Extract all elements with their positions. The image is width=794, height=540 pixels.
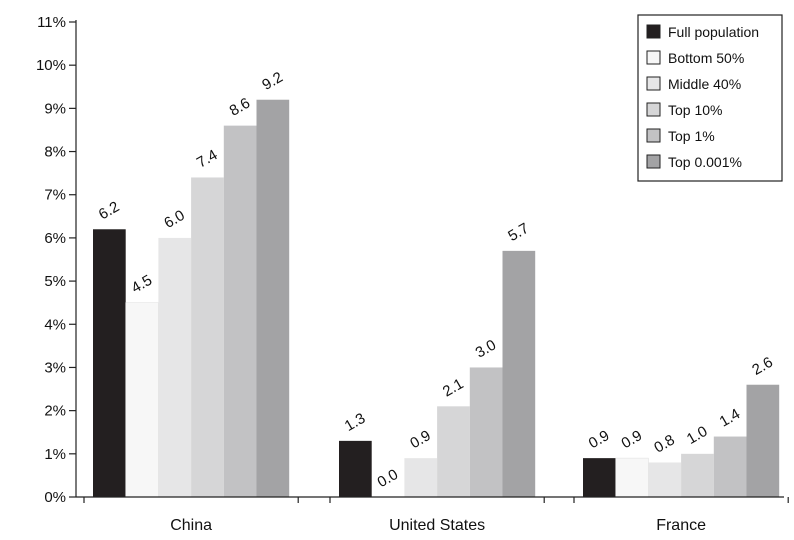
- bar: [339, 440, 372, 497]
- y-tick-label: 0%: [44, 489, 66, 506]
- legend-label: Top 1%: [668, 128, 715, 144]
- data-label: 1.0: [684, 423, 711, 448]
- x-category-label: France: [656, 517, 706, 534]
- data-label: 0.8: [651, 431, 678, 456]
- bar: [615, 457, 649, 498]
- bar: [681, 453, 714, 497]
- bar: [502, 250, 536, 497]
- legend: Full population Bottom 50% Middle 40% Top 1…: [637, 14, 783, 182]
- data-label: 7.4: [194, 146, 221, 171]
- y-tick-label: 4%: [44, 316, 66, 333]
- legend-swatch: [646, 154, 661, 169]
- bar: [713, 436, 747, 497]
- y-tick-label: 11%: [37, 14, 66, 31]
- legend-swatch: [646, 102, 661, 117]
- data-label: 1.3: [342, 410, 369, 435]
- bar: [191, 177, 224, 498]
- y-tick-label: 9%: [44, 100, 66, 117]
- y-tick-label: 2%: [44, 403, 66, 420]
- bar: [437, 406, 470, 497]
- data-label: 3.0: [473, 336, 500, 361]
- bar: [469, 367, 503, 497]
- data-label: 0.9: [619, 427, 646, 452]
- legend-label: Full population: [668, 24, 759, 40]
- legend-label: Middle 40%: [668, 76, 741, 92]
- y-tick-label: 6%: [44, 230, 66, 247]
- y-axis: 0% 1% 2% 3% 4% 5% 6% 7% 8% 9% 10% 11%: [36, 14, 77, 506]
- y-tick-label: 5%: [44, 273, 66, 290]
- data-label: 0.9: [586, 427, 613, 452]
- y-tick-label: 7%: [44, 187, 66, 204]
- bar: [158, 237, 192, 497]
- bar: [648, 462, 682, 497]
- data-label: 0.9: [407, 427, 434, 452]
- x-category-label: China: [170, 517, 212, 534]
- data-label: 6.2: [96, 198, 123, 223]
- legend-label: Top 0.001%: [668, 154, 742, 170]
- legend-swatch: [646, 24, 661, 39]
- y-tick-label: 10%: [36, 57, 66, 74]
- data-label: 5.7: [505, 220, 532, 245]
- legend-label: Bottom 50%: [668, 50, 744, 66]
- bar: [223, 125, 257, 498]
- data-label: 8.6: [227, 95, 254, 120]
- legend-swatch: [646, 76, 661, 91]
- data-label: 9.2: [259, 69, 286, 94]
- data-label: 4.5: [129, 272, 156, 297]
- bar: [746, 384, 780, 497]
- data-label: 6.0: [161, 207, 188, 232]
- y-tick-label: 1%: [44, 446, 66, 463]
- legend-swatch: [646, 128, 661, 143]
- y-tick-label: 3%: [44, 359, 66, 376]
- bar: [125, 302, 159, 498]
- bar: [256, 99, 290, 498]
- bar: [93, 229, 126, 498]
- legend-box: [637, 14, 783, 182]
- data-label: 0.0: [375, 466, 402, 491]
- data-label: 1.4: [717, 406, 744, 431]
- x-axis: China United States France: [76, 496, 789, 534]
- y-tick-label: 8%: [44, 144, 66, 161]
- legend-label: Top 10%: [668, 102, 722, 118]
- data-label: 2.6: [749, 354, 776, 379]
- bars-group: [93, 99, 780, 498]
- data-label: 2.1: [440, 375, 467, 400]
- x-category-label: United States: [389, 517, 485, 534]
- bar: [404, 458, 438, 497]
- legend-swatch: [646, 50, 661, 65]
- bar: [583, 458, 616, 497]
